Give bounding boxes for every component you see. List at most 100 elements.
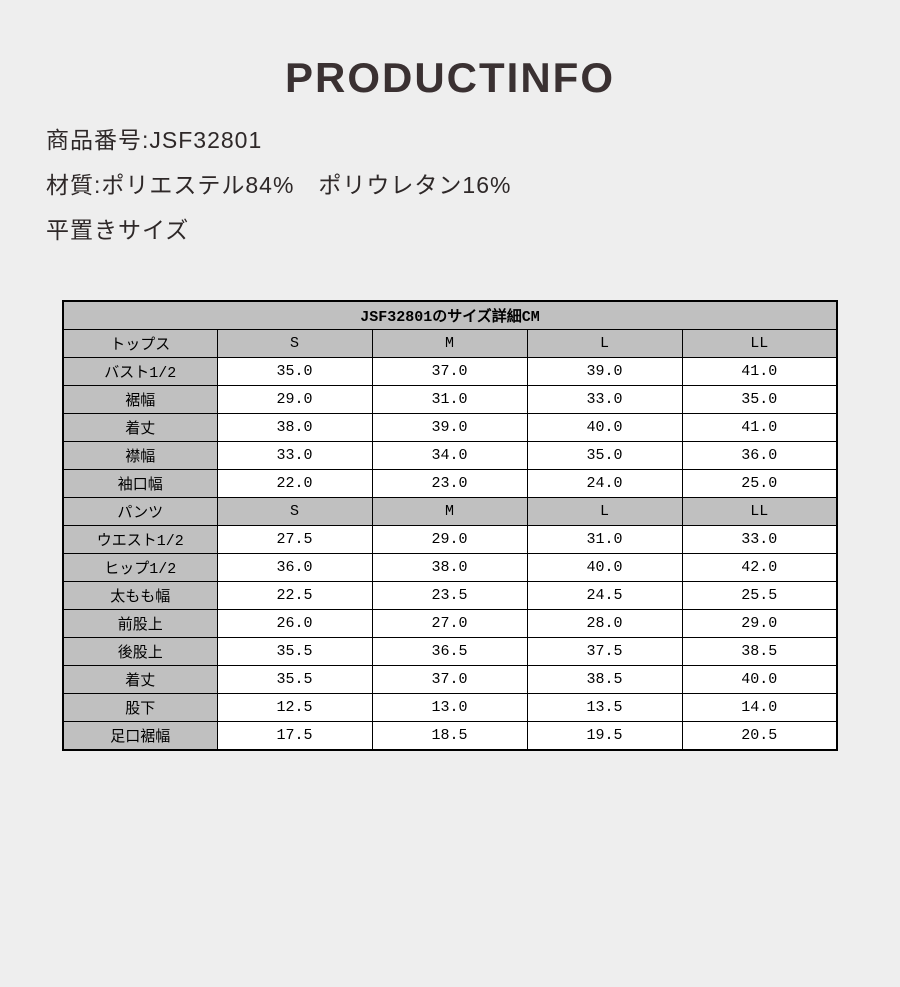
size-value: 31.0 <box>371 385 528 414</box>
product-number-line: 商品番号:JSF32801 <box>46 127 263 153</box>
table-row: 着丈 38.0 39.0 40.0 41.0 <box>62 413 838 442</box>
size-value: 23.0 <box>371 469 528 498</box>
flat-size-line: 平置きサイズ <box>46 217 190 243</box>
table-row: 後股上 35.5 36.5 37.5 38.5 <box>62 637 838 666</box>
row-label: 裾幅 <box>62 385 218 414</box>
row-label: 太もも幅 <box>62 581 218 610</box>
row-label: 着丈 <box>62 665 218 694</box>
table-row: ヒップ1/2 36.0 38.0 40.0 42.0 <box>62 553 838 582</box>
table-row: 前股上 26.0 27.0 28.0 29.0 <box>62 609 838 638</box>
size-value: 27.0 <box>371 609 528 638</box>
size-value: 29.0 <box>371 525 528 554</box>
page-title: PRODUCTINFO <box>285 54 615 101</box>
size-value: 39.0 <box>371 413 528 442</box>
row-label: ヒップ1/2 <box>62 553 218 582</box>
size-value: 41.0 <box>681 413 838 442</box>
size-value: 31.0 <box>526 525 683 554</box>
material-line: 材質:ポリエステル84% ポリウレタン16% <box>46 172 512 198</box>
size-column-header: M <box>371 497 528 526</box>
size-value: 29.0 <box>681 609 838 638</box>
size-value: 37.0 <box>371 357 528 386</box>
size-value: 33.0 <box>681 525 838 554</box>
size-value: 34.0 <box>371 441 528 470</box>
size-value: 38.0 <box>216 413 373 442</box>
product-info-block: 商品番号:JSF32801 材質:ポリエステル84% ポリウレタン16% 平置き… <box>46 128 511 263</box>
section-header-row: トップス S M L LL <box>62 329 838 358</box>
size-value: 14.0 <box>681 693 838 722</box>
table-row: ウエスト1/2 27.5 29.0 31.0 33.0 <box>62 525 838 554</box>
size-value: 35.5 <box>216 637 373 666</box>
size-table-body: JSF32801のサイズ詳細CM トップス S M L LL バスト1/2 35.0 37.0 3… <box>62 300 838 751</box>
size-value: 29.0 <box>216 385 373 414</box>
row-label: 股下 <box>62 693 218 722</box>
size-value: 35.0 <box>526 441 683 470</box>
size-value: 40.0 <box>526 413 683 442</box>
size-value: 33.0 <box>216 441 373 470</box>
size-value: 17.5 <box>216 721 373 751</box>
table-row: 股下 12.5 13.0 13.5 14.0 <box>62 693 838 722</box>
table-row: 襟幅 33.0 34.0 35.0 36.0 <box>62 441 838 470</box>
size-value: 36.0 <box>216 553 373 582</box>
size-column-header: L <box>526 497 683 526</box>
size-value: 41.0 <box>681 357 838 386</box>
size-value: 22.0 <box>216 469 373 498</box>
row-label: 袖口幅 <box>62 469 218 498</box>
size-value: 22.5 <box>216 581 373 610</box>
size-column-header: LL <box>681 329 838 358</box>
size-value: 18.5 <box>371 721 528 751</box>
row-label: 足口裾幅 <box>62 721 218 751</box>
size-value: 40.0 <box>526 553 683 582</box>
row-label: 着丈 <box>62 413 218 442</box>
size-value: 42.0 <box>681 553 838 582</box>
size-value: 24.0 <box>526 469 683 498</box>
size-value: 20.5 <box>681 721 838 751</box>
size-value: 35.0 <box>216 357 373 386</box>
row-label: 襟幅 <box>62 441 218 470</box>
size-column-header: S <box>216 329 373 358</box>
size-value: 13.5 <box>526 693 683 722</box>
size-value: 39.0 <box>526 357 683 386</box>
table-row: 着丈 35.5 37.0 38.5 40.0 <box>62 665 838 694</box>
size-value: 40.0 <box>681 665 838 694</box>
section-header-label: パンツ <box>62 497 218 526</box>
size-value: 36.0 <box>681 441 838 470</box>
size-value: 36.5 <box>371 637 528 666</box>
table-row: 裾幅 29.0 31.0 33.0 35.0 <box>62 385 838 414</box>
size-value: 38.5 <box>681 637 838 666</box>
size-table: JSF32801のサイズ詳細CM トップス S M L LL バスト1/2 35.0 37.0 3… <box>62 300 839 751</box>
size-value: 37.0 <box>371 665 528 694</box>
table-row: 足口裾幅 17.5 18.5 19.5 20.5 <box>62 721 838 751</box>
size-value: 28.0 <box>526 609 683 638</box>
size-column-header: S <box>216 497 373 526</box>
section-header-label: トップス <box>62 329 218 358</box>
size-value: 26.0 <box>216 609 373 638</box>
size-value: 33.0 <box>526 385 683 414</box>
size-value: 37.5 <box>526 637 683 666</box>
size-table-title: JSF32801のサイズ詳細CM <box>62 300 838 330</box>
section-header-row: パンツ S M L LL <box>62 497 838 526</box>
size-column-header: LL <box>681 497 838 526</box>
size-column-header: L <box>526 329 683 358</box>
table-row: 太もも幅 22.5 23.5 24.5 25.5 <box>62 581 838 610</box>
size-column-header: M <box>371 329 528 358</box>
row-label: 前股上 <box>62 609 218 638</box>
size-value: 24.5 <box>526 581 683 610</box>
table-row: 袖口幅 22.0 23.0 24.0 25.0 <box>62 469 838 498</box>
size-value: 23.5 <box>371 581 528 610</box>
size-value: 38.0 <box>371 553 528 582</box>
table-row: バスト1/2 35.0 37.0 39.0 41.0 <box>62 357 838 386</box>
size-value: 25.5 <box>681 581 838 610</box>
size-value: 38.5 <box>526 665 683 694</box>
size-value: 27.5 <box>216 525 373 554</box>
row-label: 後股上 <box>62 637 218 666</box>
table-title-row: JSF32801のサイズ詳細CM <box>62 300 838 330</box>
row-label: ウエスト1/2 <box>62 525 218 554</box>
row-label: バスト1/2 <box>62 357 218 386</box>
size-value: 25.0 <box>681 469 838 498</box>
size-value: 13.0 <box>371 693 528 722</box>
size-value: 35.0 <box>681 385 838 414</box>
size-value: 12.5 <box>216 693 373 722</box>
size-value: 35.5 <box>216 665 373 694</box>
size-value: 19.5 <box>526 721 683 751</box>
